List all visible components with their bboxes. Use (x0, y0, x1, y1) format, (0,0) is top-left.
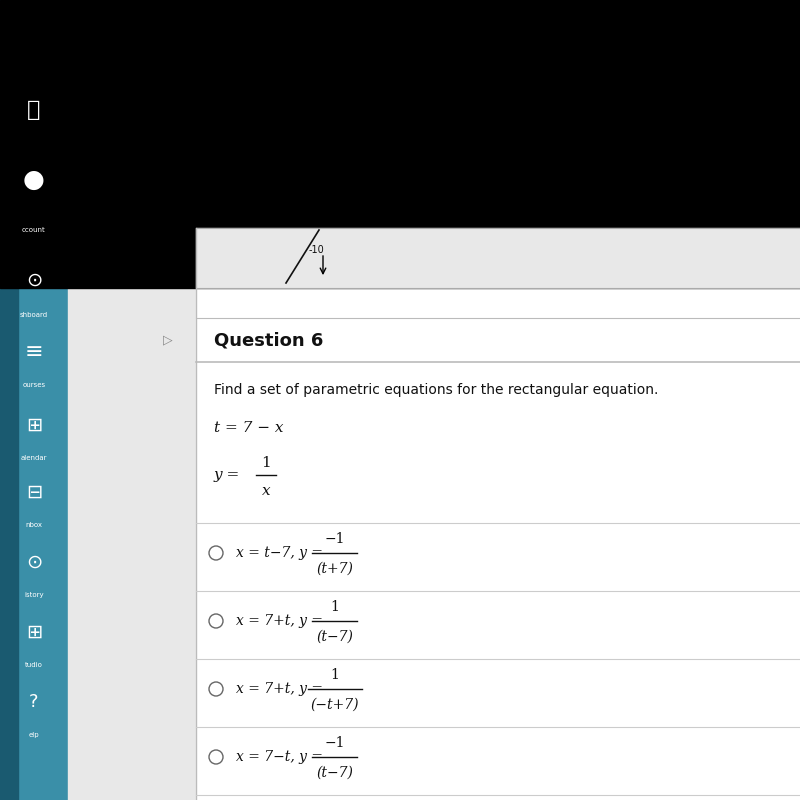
Text: (t+7): (t+7) (316, 562, 353, 576)
Text: nbox: nbox (26, 522, 42, 528)
Text: ⊙: ⊙ (26, 553, 42, 571)
Text: elp: elp (29, 732, 39, 738)
Text: ●: ● (23, 168, 45, 192)
Text: ?: ? (30, 693, 38, 711)
Bar (196, 318, 800, 362)
Text: ▷: ▷ (163, 334, 173, 346)
Text: x = 7+t, y =: x = 7+t, y = (236, 682, 327, 696)
Text: ourses: ourses (22, 382, 46, 388)
Text: 1: 1 (330, 668, 339, 682)
Text: ccount: ccount (22, 227, 46, 233)
Text: istory: istory (24, 592, 44, 598)
Text: (t−7): (t−7) (316, 630, 353, 644)
Bar (68, 0, 196, 800)
Text: x = 7+t, y =: x = 7+t, y = (236, 614, 327, 628)
Text: x: x (262, 484, 270, 498)
Text: ⊙: ⊙ (26, 270, 42, 290)
Text: tudio: tudio (25, 662, 43, 668)
Text: (t−7): (t−7) (316, 766, 353, 780)
Text: 🌊: 🌊 (27, 100, 41, 120)
Text: −1: −1 (324, 736, 345, 750)
Text: (−t+7): (−t+7) (310, 698, 359, 712)
Text: ⊞: ⊞ (26, 415, 42, 434)
Text: ⊞: ⊞ (26, 622, 42, 642)
Text: shboard: shboard (20, 312, 48, 318)
Text: Find a set of parametric equations for the rectangular equation.: Find a set of parametric equations for t… (214, 383, 658, 397)
Text: 1: 1 (261, 456, 271, 470)
Text: ⊟: ⊟ (26, 482, 42, 502)
Text: −1: −1 (324, 532, 345, 546)
Text: x = t−7, y =: x = t−7, y = (236, 546, 327, 560)
Bar (0, 0, 68, 800)
Text: 1: 1 (330, 600, 339, 614)
Bar (0, 0, 800, 288)
Text: y =: y = (214, 468, 245, 482)
Text: Question 6: Question 6 (214, 331, 323, 349)
Text: ≡: ≡ (25, 342, 43, 362)
Bar (0, 0, 18, 800)
Text: -10: -10 (308, 245, 324, 255)
Text: alendar: alendar (21, 455, 47, 461)
Text: x = 7−t, y =: x = 7−t, y = (236, 750, 327, 764)
Bar (196, 228, 800, 288)
Text: t = 7 − x: t = 7 − x (214, 421, 283, 435)
Bar (196, 288, 800, 800)
